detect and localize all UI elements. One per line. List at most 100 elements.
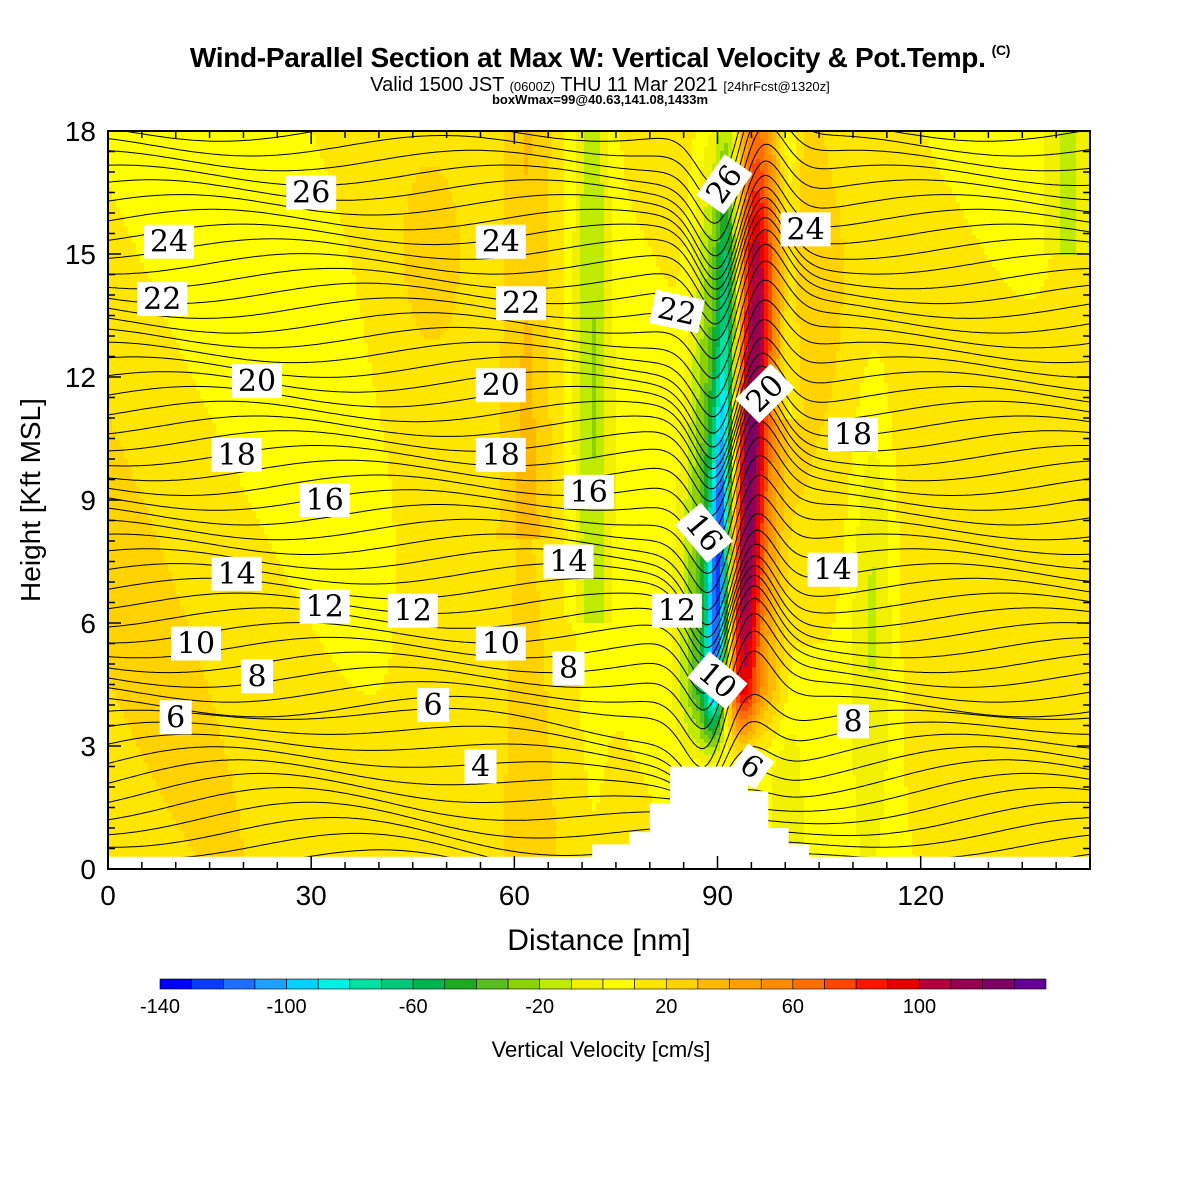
velocity-cell <box>128 419 133 424</box>
velocity-cell <box>124 427 129 432</box>
velocity-cell <box>116 283 121 288</box>
velocity-cell <box>124 799 129 804</box>
velocity-cell <box>116 435 121 440</box>
velocity-cell <box>112 423 117 428</box>
velocity-cell <box>124 187 129 192</box>
velocity-cell <box>120 135 125 140</box>
velocity-cell <box>128 223 133 228</box>
velocity-cell <box>128 199 133 204</box>
velocity-cell <box>116 755 121 760</box>
velocity-cell <box>112 527 117 532</box>
velocity-cell <box>120 287 125 292</box>
velocity-cell <box>116 263 121 268</box>
velocity-cell <box>120 591 125 596</box>
velocity-cell <box>116 791 121 796</box>
velocity-cell <box>120 559 125 564</box>
velocity-cell <box>128 279 133 284</box>
velocity-cell <box>120 323 125 328</box>
velocity-cell <box>124 503 129 508</box>
velocity-cell <box>116 175 121 180</box>
velocity-cell <box>116 691 121 696</box>
velocity-cell <box>128 307 133 312</box>
velocity-cell <box>112 611 117 616</box>
velocity-cell <box>116 651 121 656</box>
velocity-cell <box>120 711 125 716</box>
velocity-cell <box>112 467 117 472</box>
velocity-cell <box>124 399 129 404</box>
velocity-cell <box>120 291 125 296</box>
velocity-cell <box>120 659 125 664</box>
velocity-cell <box>120 827 125 832</box>
velocity-cell <box>120 503 125 508</box>
velocity-cell <box>120 371 125 376</box>
velocity-cell <box>112 563 117 568</box>
velocity-cell <box>124 467 129 472</box>
velocity-cell <box>120 615 125 620</box>
velocity-cell <box>124 811 129 816</box>
velocity-cell <box>124 403 129 408</box>
velocity-cell <box>124 323 129 328</box>
velocity-cell <box>112 207 117 212</box>
velocity-cell <box>120 751 125 756</box>
velocity-cell <box>112 671 117 676</box>
velocity-cell <box>120 187 125 192</box>
velocity-cell <box>120 511 125 516</box>
velocity-cell <box>120 315 125 320</box>
velocity-cell <box>120 819 125 824</box>
velocity-cell <box>116 831 121 836</box>
velocity-cell <box>116 527 121 532</box>
velocity-cell <box>124 451 129 456</box>
velocity-cell <box>128 147 133 152</box>
velocity-cell <box>124 643 129 648</box>
velocity-cell <box>124 819 129 824</box>
velocity-cell <box>120 263 125 268</box>
velocity-cell <box>120 419 125 424</box>
velocity-cell <box>120 823 125 828</box>
velocity-cell <box>112 735 117 740</box>
velocity-cell <box>112 283 117 288</box>
velocity-cell <box>116 803 121 808</box>
velocity-cell <box>116 211 121 216</box>
velocity-cell <box>112 427 117 432</box>
velocity-cell <box>112 523 117 528</box>
velocity-cell <box>124 183 129 188</box>
velocity-cell <box>120 171 125 176</box>
velocity-cell <box>120 691 125 696</box>
velocity-cell <box>116 379 121 384</box>
velocity-cell <box>116 335 121 340</box>
velocity-cell <box>120 527 125 532</box>
velocity-cell <box>120 211 125 216</box>
velocity-cell <box>116 731 121 736</box>
velocity-cell <box>120 607 125 612</box>
velocity-cell <box>124 663 129 668</box>
velocity-cell <box>112 767 117 772</box>
velocity-cell <box>116 811 121 816</box>
velocity-cell <box>116 483 121 488</box>
velocity-cell <box>124 715 129 720</box>
velocity-cell <box>112 439 117 444</box>
velocity-cell <box>112 403 117 408</box>
velocity-cell <box>112 727 117 732</box>
velocity-cell <box>120 771 125 776</box>
velocity-cell <box>124 207 129 212</box>
velocity-cell <box>112 451 117 456</box>
velocity-cell <box>112 383 117 388</box>
velocity-cell <box>124 791 129 796</box>
velocity-cell <box>128 375 133 380</box>
velocity-cell <box>128 415 133 420</box>
velocity-cell <box>120 531 125 536</box>
velocity-cell <box>116 763 121 768</box>
velocity-cell <box>116 735 121 740</box>
velocity-cell <box>112 635 117 640</box>
velocity-cell <box>124 199 129 204</box>
velocity-cell <box>124 483 129 488</box>
velocity-cell <box>112 747 117 752</box>
velocity-cell <box>120 595 125 600</box>
velocity-cell <box>116 291 121 296</box>
velocity-cell <box>112 443 117 448</box>
velocity-cell <box>116 835 121 840</box>
velocity-cell <box>120 791 125 796</box>
velocity-cell <box>124 223 129 228</box>
velocity-cell <box>120 359 125 364</box>
velocity-cell <box>120 295 125 300</box>
